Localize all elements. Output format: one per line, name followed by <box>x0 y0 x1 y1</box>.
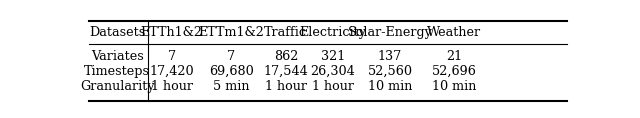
Text: Timesteps: Timesteps <box>84 65 150 78</box>
Text: 10 min: 10 min <box>368 80 412 93</box>
Text: 1 hour: 1 hour <box>151 80 193 93</box>
Text: 69,680: 69,680 <box>209 65 253 78</box>
Text: 1 hour: 1 hour <box>312 80 354 93</box>
Text: 1 hour: 1 hour <box>265 80 307 93</box>
Text: 862: 862 <box>274 50 298 63</box>
Text: 10 min: 10 min <box>432 80 477 93</box>
Text: ETTm1&2: ETTm1&2 <box>198 26 264 39</box>
Text: Variates: Variates <box>91 50 143 63</box>
Text: Weather: Weather <box>428 26 481 39</box>
Text: Granularity: Granularity <box>80 80 154 93</box>
Text: 52,560: 52,560 <box>367 65 413 78</box>
Text: 5 min: 5 min <box>213 80 250 93</box>
Text: 137: 137 <box>378 50 402 63</box>
Text: Electricity: Electricity <box>300 26 367 39</box>
Text: 21: 21 <box>447 50 463 63</box>
Text: 26,304: 26,304 <box>310 65 355 78</box>
Text: Datasets: Datasets <box>89 26 145 39</box>
Text: 7: 7 <box>227 50 236 63</box>
Text: 7: 7 <box>168 50 176 63</box>
Text: 17,544: 17,544 <box>264 65 308 78</box>
Text: Traffic: Traffic <box>264 26 307 39</box>
Text: ETTh1&2: ETTh1&2 <box>141 26 203 39</box>
Text: 52,696: 52,696 <box>432 65 477 78</box>
Text: Solar-Energy: Solar-Energy <box>348 26 433 39</box>
Text: 17,420: 17,420 <box>150 65 194 78</box>
Text: 321: 321 <box>321 50 345 63</box>
